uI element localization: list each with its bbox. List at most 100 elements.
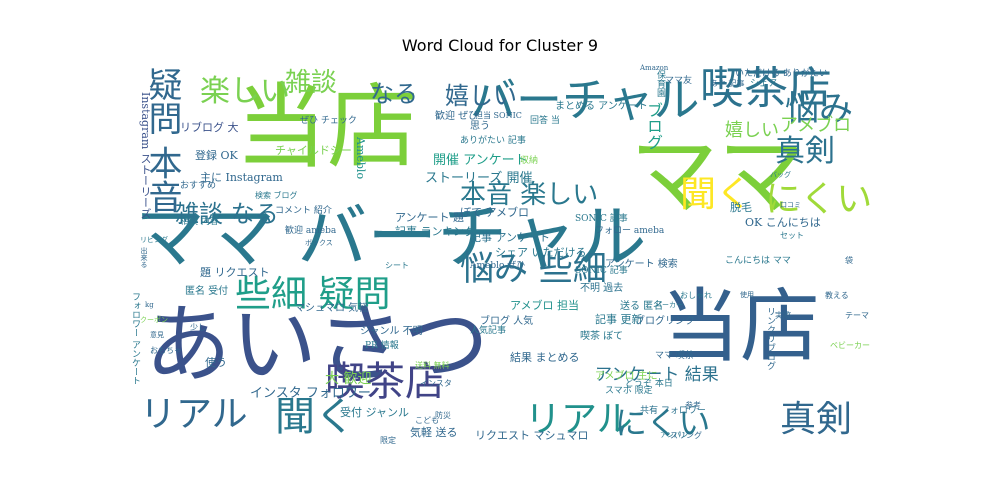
word-56: ぼて アメブロ: [460, 206, 529, 219]
word-97: Amazon: [640, 64, 669, 72]
word-81: 担当 SONIC: [475, 111, 522, 120]
word-102: スリング: [670, 431, 702, 440]
word-77: 共有 フォロワー: [640, 406, 706, 416]
word-72: リクエスト マシュマロ: [475, 429, 589, 442]
word-35: アンケート 題: [395, 211, 465, 224]
word-82: コメント 紹介: [275, 206, 332, 216]
word-116: リビング: [140, 236, 168, 244]
word-63: 記事 更新: [595, 313, 643, 326]
word-86: Ameblo ぜひ: [470, 261, 526, 271]
word-46: まとめる アンケート: [555, 101, 648, 112]
word-52: 相談 内容: [180, 217, 219, 227]
word-70: 受付 ジャンル: [340, 406, 409, 419]
word-61: マシュマロ 気軽: [295, 303, 369, 314]
word-75: アメブロ 主に: [595, 371, 658, 382]
word-1: ママ: [630, 124, 807, 227]
word-45: 収納: [520, 156, 539, 166]
word-95: スマホ 限定: [605, 386, 653, 396]
word-79: こんにちは ママ: [725, 256, 791, 266]
word-44: 回答 当: [530, 116, 560, 126]
word-69: 結果 まとめる: [510, 351, 580, 364]
word-80: ぜひ チェック: [300, 116, 357, 126]
word-17: 悩み 些細: [460, 249, 607, 289]
word-38: リブログ 大: [180, 121, 239, 134]
word-120: 袋: [845, 256, 853, 265]
word-122: 出来る: [140, 247, 148, 268]
word-114: 限定: [380, 436, 396, 445]
word-55: SONIC 記事: [575, 214, 628, 224]
word-100: おもちゃ: [150, 346, 182, 355]
word-62: アメブロ 担当: [510, 299, 579, 312]
word-87: SONIC 記事: [575, 266, 628, 276]
word-83: 検索 ブログ: [255, 191, 298, 200]
word-15: 真剣: [775, 134, 835, 169]
word-119: アンパン: [660, 431, 689, 439]
word-85: 歓迎 ameba: [285, 226, 337, 236]
word-65: アンケート 検索: [605, 259, 678, 270]
word-22: 雑談: [285, 68, 338, 98]
word-39: 登録 OK: [195, 149, 238, 162]
word-14: 真剣: [780, 399, 853, 440]
word-27: アメブロ: [780, 115, 852, 136]
word-26: 嬉しい: [725, 120, 779, 141]
word-42: 思う: [470, 121, 490, 132]
word-21: 楽しい: [200, 74, 290, 109]
word-103: シート: [385, 261, 409, 270]
word-18: 些細 疑問: [235, 274, 391, 315]
word-16: 悩み: [785, 89, 853, 129]
word-99: テーマ: [845, 311, 869, 320]
word-94: インスタ: [420, 379, 452, 388]
word-71: 気軽 送る: [410, 426, 458, 439]
word-84: フォロー ameba: [595, 226, 665, 236]
word-89: フォロワー アンケート: [130, 292, 140, 385]
word-0: 当店: [235, 74, 420, 181]
word-cloud: 当店 ママ あいさつ 当店 ママ バーチャル バーチャル 喫茶店 喫茶店 リアル リアル 聞く 聞くに…: [125, 62, 875, 452]
word-90: ジャンル 不明: [360, 326, 423, 337]
word-111: セット: [780, 231, 804, 240]
word-11: 聞く: [680, 174, 753, 215]
word-9: リアル: [525, 399, 633, 440]
word-113: 防災: [435, 411, 451, 420]
word-73: ブログ 人気: [480, 316, 534, 327]
word-123: 口コミ: [780, 201, 801, 209]
word-109: パーカー: [655, 301, 683, 309]
word-76: どうぞ 本日: [625, 379, 673, 389]
word-41: Ameblo: [354, 137, 367, 180]
word-36: 記事 ランキング: [395, 225, 476, 238]
word-93: 送料 無料: [415, 361, 450, 370]
word-96: リンクリブログ: [765, 307, 775, 370]
word-117: kg: [145, 301, 154, 309]
word-49: いただける ありがたい: [735, 69, 828, 79]
word-6: 喫茶店: [700, 63, 832, 114]
word-43: 歓迎 ぜひ: [435, 111, 479, 122]
word-8: リアル: [140, 394, 248, 435]
word-74: 喫茶 ぼて: [580, 331, 624, 342]
word-50: Instagram ストーリーズ: [139, 92, 152, 219]
word-34: アンケート 結果: [595, 365, 719, 385]
word-28: ブログ: [644, 102, 663, 150]
chart-title: Word Cloud for Cluster 9: [401, 36, 599, 55]
word-2: あいさつ: [145, 295, 489, 395]
word-78: ママ 喫茶: [655, 351, 694, 361]
word-47: ママ友: [665, 76, 693, 86]
word-105: 少し: [190, 323, 206, 332]
word-64: 不明 過去: [580, 283, 624, 294]
word-59: 題 リクエスト: [200, 266, 270, 279]
word-104: ボックス: [305, 239, 333, 247]
word-58: シェア いただける: [495, 246, 587, 259]
word-68: 使う: [205, 356, 227, 369]
word-48: シェア: [750, 79, 778, 89]
word-10: 聞く: [275, 394, 355, 440]
word-110: 教える: [825, 291, 849, 300]
word-7: 喫茶店: [325, 359, 445, 405]
word-88: あや 記事: [710, 79, 745, 88]
word-13: にくい: [615, 404, 711, 442]
word-33: インスタ フォロワー: [250, 386, 371, 401]
word-66: 送る 匿名: [620, 301, 664, 312]
word-106: 参考: [685, 401, 701, 410]
word-108: 実際: [775, 311, 791, 320]
word-37: チャイルドシート: [275, 144, 363, 157]
word-118: クーポン: [140, 316, 168, 324]
word-19: 疑問 本音: [142, 67, 182, 214]
word-112: こども: [415, 416, 439, 425]
